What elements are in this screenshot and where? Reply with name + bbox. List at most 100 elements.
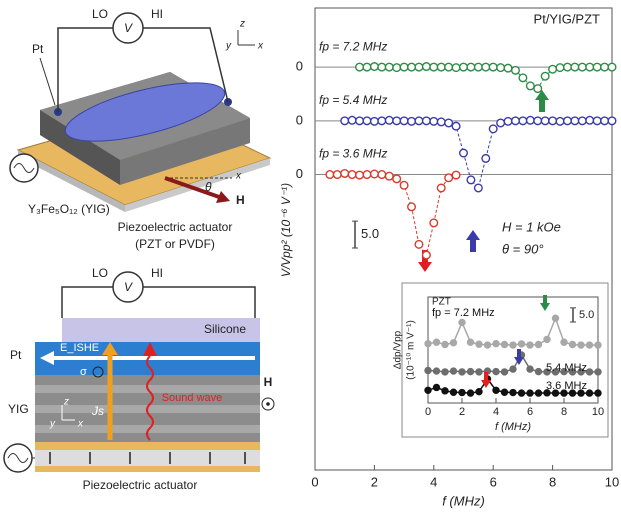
label: HI — [151, 7, 163, 21]
data-point — [459, 319, 465, 325]
label: Sound wave — [162, 392, 223, 404]
data-point — [476, 341, 482, 347]
data-point — [579, 63, 587, 71]
data-point — [544, 336, 550, 342]
label: Silicone — [204, 322, 246, 336]
label: YIG — [8, 402, 29, 416]
data-point — [378, 117, 386, 125]
data-point — [493, 341, 499, 347]
label: θ — [205, 180, 212, 194]
data-point — [371, 63, 379, 71]
data-point — [482, 155, 490, 163]
data-point — [468, 339, 474, 345]
data-point — [363, 63, 371, 71]
label: H — [236, 193, 245, 207]
label: LO — [92, 7, 108, 21]
series-label: 5.4 MHz — [546, 362, 587, 374]
data-point — [549, 65, 557, 73]
data-point — [527, 82, 535, 90]
data-point — [434, 339, 440, 345]
figure: V LO HI Pt z y x x θ H Y₃Fe₅O₁₂ (YIG) Pi… — [0, 0, 621, 514]
series-label: fp = 5.4 MHz — [319, 93, 387, 107]
data-point — [326, 171, 334, 179]
data-point — [549, 117, 557, 125]
data-point — [527, 342, 533, 348]
data-point — [502, 369, 508, 375]
label: Y₃Fe₅O₁₂ (YIG) — [28, 202, 110, 216]
label: Piezoelectric actuator — [118, 220, 233, 234]
data-point — [451, 368, 457, 374]
data-point — [445, 63, 453, 71]
label: HI — [151, 266, 163, 280]
data-point — [593, 117, 601, 125]
electrode — [35, 466, 260, 472]
x-tick-label: 10 — [592, 406, 604, 418]
data-point — [400, 181, 408, 189]
data-point — [536, 369, 542, 375]
data-point — [608, 117, 616, 125]
data-point — [363, 117, 371, 125]
data-point — [519, 390, 525, 396]
data-point — [434, 368, 440, 374]
data-point — [415, 241, 423, 249]
data-point — [468, 390, 474, 396]
data-point — [493, 369, 499, 375]
data-point — [579, 117, 587, 125]
x-tick-label: 4 — [493, 406, 499, 418]
chart-title: Pt/YIG/PZT — [534, 11, 601, 26]
y-axis-label: (10⁻¹⁰ m V⁻¹) — [406, 320, 417, 380]
data-point — [536, 341, 542, 347]
x-axis-label: f (MHz) — [495, 421, 531, 433]
data-point — [476, 389, 482, 395]
data-point — [400, 63, 408, 71]
data-point — [504, 64, 512, 72]
data-point — [408, 203, 416, 211]
data-point — [519, 117, 527, 125]
series-label: fp = 3.6 MHz — [319, 147, 387, 161]
x-tick-label: 8 — [549, 474, 556, 489]
data-point — [378, 171, 386, 179]
label: (PZT or PVDF) — [135, 237, 215, 251]
data-point — [527, 116, 535, 124]
data-point — [476, 369, 482, 375]
data-point — [378, 63, 386, 71]
y-tick-label: 0 — [296, 112, 303, 127]
data-point — [571, 117, 579, 125]
data-point — [586, 116, 594, 124]
dip-arrow — [466, 230, 480, 252]
data-point — [437, 63, 445, 71]
data-point — [451, 340, 457, 346]
data-point — [595, 369, 601, 375]
scale-label: 5.0 — [361, 226, 379, 241]
series-label: fp = 7.2 MHz — [432, 307, 495, 319]
data-point — [459, 369, 465, 375]
data-point — [586, 63, 594, 71]
data-point — [434, 384, 440, 390]
data-point — [561, 339, 567, 345]
data-point — [512, 117, 520, 125]
x-tick-label: 6 — [490, 474, 497, 489]
data-point — [423, 251, 431, 259]
data-point — [510, 366, 516, 372]
field-symbol — [266, 402, 270, 406]
x-tick-label: 0 — [311, 474, 318, 489]
data-point — [452, 171, 460, 179]
y-tick-label: 0 — [296, 59, 303, 74]
data-point — [356, 171, 364, 179]
y-axis-label: V/Vpp² (10⁻⁶ V⁻¹) — [279, 183, 293, 277]
data-point — [541, 117, 549, 125]
annotation: H = 1 kOe — [502, 219, 561, 234]
data-point — [534, 85, 542, 93]
data-point — [393, 175, 401, 183]
data-point — [408, 63, 416, 71]
data-point — [442, 341, 448, 347]
data-point — [601, 63, 609, 71]
data-point — [348, 171, 356, 179]
label: Pt — [10, 348, 22, 362]
dip-arrow — [535, 90, 549, 112]
label: LO — [92, 266, 108, 280]
data-point — [425, 387, 431, 393]
data-point — [445, 119, 453, 127]
data-point — [430, 63, 438, 71]
